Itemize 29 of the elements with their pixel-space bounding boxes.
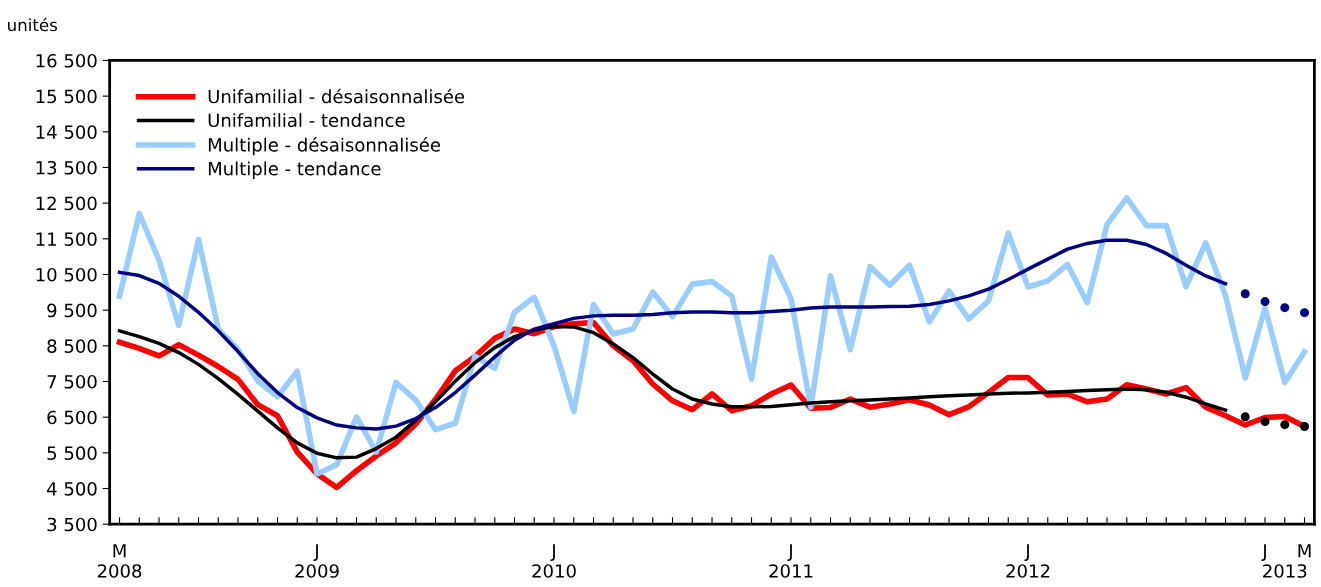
y-tick-label: 7 500 (47, 374, 97, 389)
y-axis-title: unités (8, 17, 58, 32)
y-tick-label: 3 500 (47, 517, 97, 532)
y-tick-label: 8 500 (47, 339, 97, 353)
y-tick-label: 13 500 (36, 160, 97, 175)
legend-label: Multiple - tendance (208, 161, 381, 179)
x-tick-label: M (1298, 544, 1311, 558)
y-tick-label: 9 500 (47, 303, 97, 318)
line-series (117, 238, 1228, 431)
x-tick-label: J 2011 (769, 544, 813, 578)
y-tick-label: 12 500 (36, 196, 97, 211)
y-tick-label: 16 500 (36, 53, 97, 68)
legend-label: Unifamilial - désaisonnalisée (208, 88, 465, 104)
x-tick-label: M 2008 (97, 544, 142, 578)
x-tick-label: J 2009 (295, 544, 339, 578)
y-tick-label: 6 500 (47, 410, 97, 425)
y-tick-label: 5 500 (47, 446, 97, 460)
x-tick-label: 2013 (1263, 564, 1307, 578)
line-series (117, 324, 1228, 460)
y-tick-label: 11 500 (36, 232, 97, 246)
x-tick-label: J 2012 (1006, 544, 1050, 578)
legend-label: Unifamilial - tendance (208, 113, 405, 128)
y-tick-label: 4 500 (47, 481, 97, 496)
y-tick-label: 10 500 (36, 267, 97, 282)
y-tick-label: 14 500 (36, 125, 97, 139)
y-tick-label: 15 500 (36, 89, 97, 104)
x-tick-label: J (1261, 544, 1266, 561)
legend-label: Multiple - désaisonnalisée (208, 136, 441, 156)
x-tick-label: J 2010 (532, 544, 576, 578)
